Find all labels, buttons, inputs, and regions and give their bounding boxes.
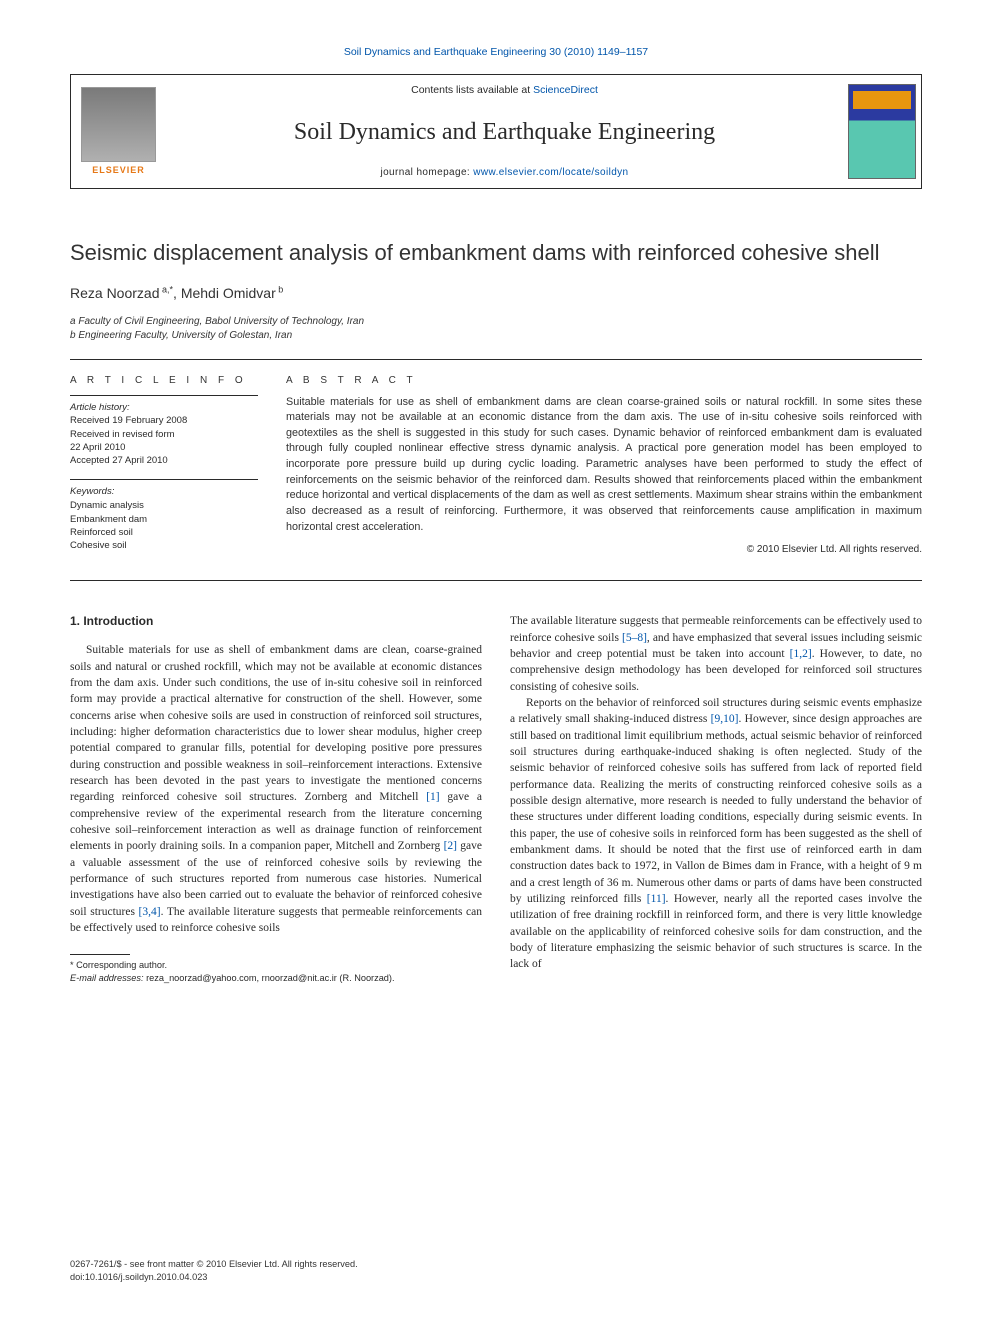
affiliation-b: b Engineering Faculty, University of Gol…	[70, 329, 922, 343]
contents-line: Contents lists available at ScienceDirec…	[411, 83, 598, 98]
article-history-block: Article history: Received 19 February 20…	[70, 401, 258, 468]
abstract-heading: A B S T R A C T	[286, 374, 922, 389]
author-2-affil: b	[276, 284, 284, 294]
homepage-link[interactable]: www.elsevier.com/locate/soildyn	[473, 167, 628, 178]
ref-1-2-link[interactable]: [1,2]	[790, 648, 812, 660]
footnote-rule	[70, 954, 130, 955]
info-abstract-row: A R T I C L E I N F O Article history: R…	[70, 360, 922, 580]
elsevier-tree-icon	[81, 87, 156, 162]
journal-cover-icon	[848, 84, 916, 179]
masthead-center: Contents lists available at ScienceDirec…	[166, 75, 843, 188]
history-revised-2: 22 April 2010	[70, 441, 258, 454]
corresponding-footnote: * Corresponding author. E-mail addresses…	[70, 959, 482, 984]
keywords-block: Keywords: Dynamic analysis Embankment da…	[70, 485, 258, 552]
ref-5-8-link[interactable]: [5–8]	[622, 632, 647, 644]
section-1-heading: 1. Introduction	[70, 613, 482, 630]
ref-9-10-link[interactable]: [9,10]	[711, 713, 739, 725]
ref-2-link[interactable]: [2]	[444, 840, 457, 852]
affiliations: a Faculty of Civil Engineering, Babol Un…	[70, 315, 922, 343]
issn-line: 0267-7261/$ - see front matter © 2010 El…	[70, 1258, 358, 1270]
keyword-1: Dynamic analysis	[70, 499, 258, 512]
abstract-column: A B S T R A C T Suitable materials for u…	[286, 374, 922, 564]
email-line: E-mail addresses: reza_noorzad@yahoo.com…	[70, 972, 482, 984]
info-rule-1	[70, 395, 258, 396]
abstract-copyright: © 2010 Elsevier Ltd. All rights reserved…	[286, 543, 922, 558]
ref-3-4-link[interactable]: [3,4]	[139, 906, 161, 918]
author-list: Reza Noorzad a,*, Mehdi Omidvar b	[70, 283, 922, 303]
ref-11-link[interactable]: [11]	[647, 893, 666, 905]
article-info-heading: A R T I C L E I N F O	[70, 374, 258, 389]
history-revised-1: Received in revised form	[70, 428, 258, 441]
ref-1-link[interactable]: [1]	[426, 791, 439, 803]
homepage-line: journal homepage: www.elsevier.com/locat…	[380, 166, 628, 181]
keyword-3: Reinforced soil	[70, 526, 258, 539]
affiliation-a: a Faculty of Civil Engineering, Babol Un…	[70, 315, 922, 329]
email-addresses[interactable]: reza_noorzad@yahoo.com, rnoorzad@nit.ac.…	[144, 973, 395, 983]
rule-below-abstract	[70, 580, 922, 581]
homepage-prefix: journal homepage:	[380, 167, 473, 178]
page-footer: 0267-7261/$ - see front matter © 2010 El…	[70, 1258, 358, 1283]
author-1-affil: a,	[160, 284, 170, 294]
intro-paragraph-2: Reports on the behavior of reinforced so…	[510, 695, 922, 973]
journal-title: Soil Dynamics and Earthquake Engineering	[294, 115, 715, 150]
body-two-column: 1. Introduction Suitable materials for u…	[70, 613, 922, 984]
history-accepted: Accepted 27 April 2010	[70, 454, 258, 467]
article-title: Seismic displacement analysis of embankm…	[70, 239, 922, 267]
p1a: Suitable materials for use as shell of e…	[70, 644, 482, 803]
intro-paragraph-1-part: Suitable materials for use as shell of e…	[70, 642, 482, 936]
author-1[interactable]: Reza Noorzad	[70, 285, 160, 301]
author-sep: ,	[173, 285, 181, 301]
intro-paragraph-1-cont: The available literature suggests that p…	[510, 613, 922, 695]
history-label: Article history:	[70, 401, 258, 415]
keywords-label: Keywords:	[70, 485, 258, 499]
info-rule-2	[70, 479, 258, 480]
publisher-name: ELSEVIER	[92, 164, 145, 177]
cover-thumb-block	[843, 75, 921, 188]
keyword-4: Cohesive soil	[70, 539, 258, 552]
abstract-text: Suitable materials for use as shell of e…	[286, 395, 922, 536]
running-citation[interactable]: Soil Dynamics and Earthquake Engineering…	[70, 45, 922, 60]
publisher-logo-block: ELSEVIER	[71, 75, 166, 188]
keyword-2: Embankment dam	[70, 513, 258, 526]
corresponding-author-label: * Corresponding author.	[70, 959, 482, 971]
author-2[interactable]: Mehdi Omidvar	[181, 285, 276, 301]
article-info-column: A R T I C L E I N F O Article history: R…	[70, 374, 258, 564]
doi-line[interactable]: doi:10.1016/j.soildyn.2010.04.023	[70, 1271, 358, 1283]
email-label: E-mail addresses:	[70, 973, 144, 983]
history-received: Received 19 February 2008	[70, 414, 258, 427]
p2b: . However, since design approaches are s…	[510, 713, 922, 905]
contents-prefix: Contents lists available at	[411, 84, 533, 96]
journal-masthead: ELSEVIER Contents lists available at Sci…	[70, 74, 922, 189]
sciencedirect-link[interactable]: ScienceDirect	[533, 84, 598, 96]
